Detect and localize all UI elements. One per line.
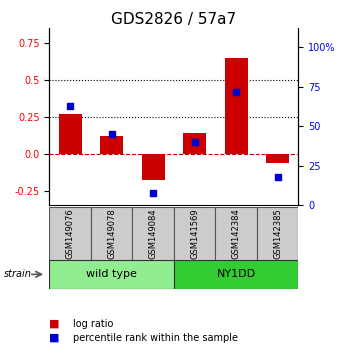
Bar	[216, 207, 257, 260]
Bar	[183, 133, 206, 154]
Title: GDS2826 / 57a7: GDS2826 / 57a7	[112, 12, 236, 27]
Point	[233, 89, 239, 95]
Point	[150, 190, 156, 195]
Bar	[100, 136, 123, 154]
Bar	[49, 207, 91, 260]
Bar	[59, 114, 81, 154]
Text: GSM149078: GSM149078	[107, 208, 116, 259]
Text: GSM141569: GSM141569	[190, 208, 199, 259]
Bar	[225, 58, 248, 154]
Text: GSM142385: GSM142385	[273, 208, 282, 259]
Text: log ratio: log ratio	[73, 319, 114, 329]
Bar	[132, 207, 174, 260]
Point	[68, 103, 73, 109]
Bar	[174, 260, 298, 289]
Text: NY1DD: NY1DD	[217, 269, 256, 279]
Bar	[142, 154, 165, 180]
Bar	[266, 154, 289, 162]
Bar	[49, 260, 174, 289]
Bar	[257, 207, 298, 260]
Point	[275, 174, 280, 180]
Text: GSM149084: GSM149084	[149, 208, 158, 259]
Text: ■: ■	[49, 333, 60, 343]
Point	[192, 139, 197, 145]
Bar	[91, 207, 132, 260]
Text: ■: ■	[49, 319, 60, 329]
Text: wild type: wild type	[86, 269, 137, 279]
Text: strain: strain	[3, 269, 31, 279]
Bar	[174, 207, 216, 260]
Point	[109, 131, 114, 137]
Text: GSM142384: GSM142384	[232, 208, 241, 259]
Text: GSM149076: GSM149076	[66, 208, 75, 259]
Text: percentile rank within the sample: percentile rank within the sample	[73, 333, 238, 343]
